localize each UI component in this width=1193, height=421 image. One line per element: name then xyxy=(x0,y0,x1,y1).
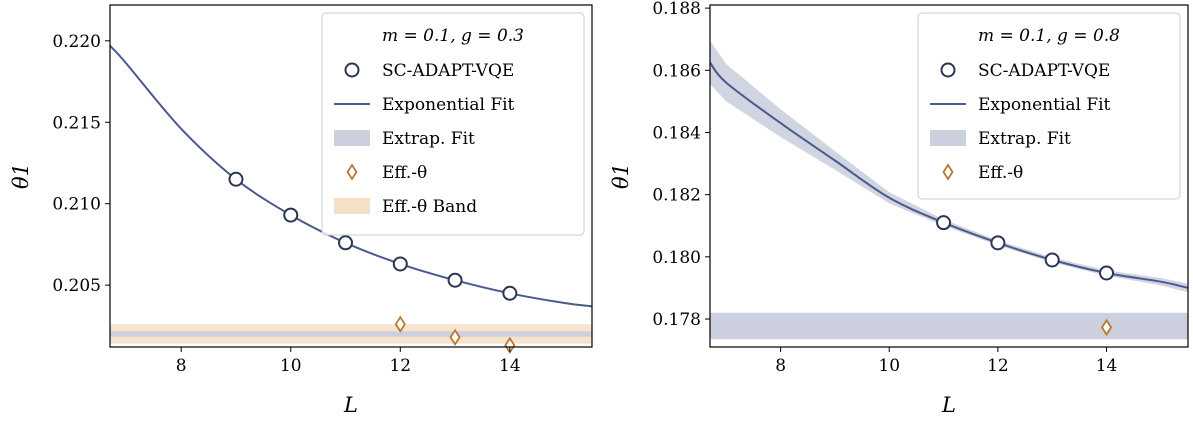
legend-label: Extrap. Fit xyxy=(382,129,475,149)
x-axis-label: L xyxy=(941,393,956,417)
legend-label: SC-ADAPT-VQE xyxy=(382,61,514,81)
eff-theta-point xyxy=(449,328,461,346)
legend-marker-circle xyxy=(940,62,956,78)
legend-label: Eff.-θ xyxy=(382,163,427,183)
plot-area xyxy=(110,45,592,344)
eff-theta-point xyxy=(504,336,516,355)
legend-box xyxy=(321,12,585,236)
y-axis-label: θ1 xyxy=(9,163,33,189)
sc-adapt-vqe-point xyxy=(228,171,244,187)
eff-theta-point xyxy=(1100,318,1113,337)
x-tick-label: 8 xyxy=(775,356,786,376)
left-panel: 8 10 12 14 0.205 0.210 0.215 0.220 Lθ1 m = 0.1, g… xyxy=(9,4,593,417)
axes-frame xyxy=(109,4,593,348)
x-tick-label: 14 xyxy=(1096,356,1118,376)
legend-marker-band xyxy=(930,130,966,146)
legend-label: Eff.-θ xyxy=(978,163,1023,183)
legend-marker-eff-band xyxy=(334,198,370,214)
legend-label: Exponential Fit xyxy=(382,95,515,115)
eff-theta-point xyxy=(394,315,406,333)
y-tick-label: 0.182 xyxy=(652,186,701,206)
sc-adapt-vqe-point xyxy=(392,256,408,272)
legend-marker-circle xyxy=(344,62,360,78)
legend-label: Exponential Fit xyxy=(978,95,1111,115)
legend: m = 0.1, g = 0.8 SC-ADAPT-VQE Exponential … xyxy=(917,12,1181,200)
y-tick-label: 0.178 xyxy=(652,310,701,330)
y-tick-label: 0.210 xyxy=(52,195,101,215)
sc-adapt-vqe-point xyxy=(990,235,1006,251)
y-tick-label: 0.184 xyxy=(652,123,701,143)
x-tick-label: 10 xyxy=(280,356,302,376)
x-axis-label: L xyxy=(343,393,358,417)
y-tick-label: 0.188 xyxy=(652,0,701,19)
y-tick-label: 0.215 xyxy=(52,113,101,133)
y-tick-label: 0.186 xyxy=(652,61,701,81)
x-tick-label: 10 xyxy=(878,356,900,376)
y-tick-label: 0.180 xyxy=(652,248,701,268)
sc-adapt-vqe-point xyxy=(447,272,463,288)
legend-title: m = 0.1, g = 0.3 xyxy=(382,26,524,46)
sc-adapt-vqe-point xyxy=(283,207,299,223)
right-panel: 8 10 12 14 0.178 0.180 0.182 0.184 0.186 0.188 Lθ1… xyxy=(609,0,1189,417)
exponential-fit-line xyxy=(110,45,592,308)
x-tick-label: 14 xyxy=(499,356,521,376)
legend-label: Eff.-θ Band xyxy=(382,197,477,217)
legend-box xyxy=(917,12,1181,200)
x-tick-label: 12 xyxy=(987,356,1009,376)
sc-adapt-vqe-point xyxy=(338,235,354,251)
axes-frame xyxy=(709,4,1189,348)
x-tick-label: 8 xyxy=(176,356,187,376)
legend-label: SC-ADAPT-VQE xyxy=(978,61,1110,81)
legend-marker-band xyxy=(334,130,370,146)
y-axis-label: θ1 xyxy=(609,163,633,189)
sc-adapt-vqe-point xyxy=(1099,265,1115,281)
legend-marker-diamond xyxy=(942,163,954,181)
legend: m = 0.1, g = 0.3 SC-ADAPT-VQE Exponential … xyxy=(321,12,585,236)
sc-adapt-vqe-point xyxy=(936,215,952,231)
y-tick-label: 0.205 xyxy=(52,276,101,296)
sc-adapt-vqe-point xyxy=(1044,252,1060,268)
band-extrap-fit xyxy=(710,312,1188,340)
x-tick-label: 12 xyxy=(389,356,411,376)
sc-adapt-vqe-point xyxy=(502,285,518,301)
legend-title: m = 0.1, g = 0.8 xyxy=(978,26,1120,46)
y-tick-label: 0.220 xyxy=(52,32,101,52)
legend-label: Extrap. Fit xyxy=(978,129,1071,149)
legend-marker-diamond xyxy=(346,163,358,181)
